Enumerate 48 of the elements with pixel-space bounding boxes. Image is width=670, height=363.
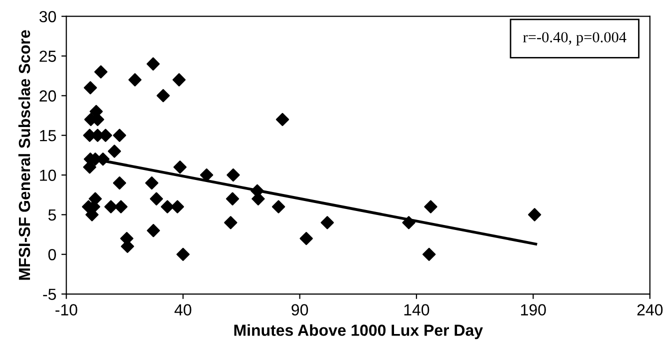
point [94,65,108,78]
y-tick-label: 30 [39,10,56,22]
point [226,168,240,182]
point [112,128,126,142]
point [128,73,142,86]
point [424,200,438,214]
point [114,200,128,214]
x-tick-label: -10 [56,304,78,316]
point [402,216,416,230]
point [156,89,170,102]
x-axis-title: Minutes Above 1000 Lux Per Day [234,324,483,340]
y-axis-title: MFSI-SF General Subsclae Score [18,30,30,280]
point [104,200,118,214]
point [320,216,334,230]
y-tick-label: 20 [40,90,56,102]
y-tick-label: 15 [40,130,56,142]
point [84,81,97,94]
point [172,73,186,86]
y-tick-label: 10 [40,170,56,181]
x-tick-label: 140 [404,304,430,316]
x-tick-label: 40 [174,304,192,316]
point [112,176,126,190]
x-tick-label: 190 [521,304,546,316]
point [160,200,174,214]
y-tick-label: 5 [48,209,56,221]
point [108,144,122,158]
x-tick-label: 90 [292,304,308,316]
point [200,168,214,182]
point [146,224,160,238]
point [272,200,286,214]
point [422,248,436,261]
y-tick-label: 25 [40,50,56,62]
annotation: r=-0.40, p=0.004 [523,32,626,46]
x-tick-label: 240 [637,304,663,316]
point [252,192,265,206]
point [528,208,542,222]
y-tick-label: 0 [48,248,56,260]
point [150,192,164,206]
point [173,160,187,174]
point [146,57,160,71]
y-tick-label: -5 [43,288,56,300]
point [145,176,158,190]
point [170,200,184,214]
point [176,248,190,261]
point [300,232,313,246]
point [224,216,238,230]
point [226,192,240,206]
point [276,112,290,126]
